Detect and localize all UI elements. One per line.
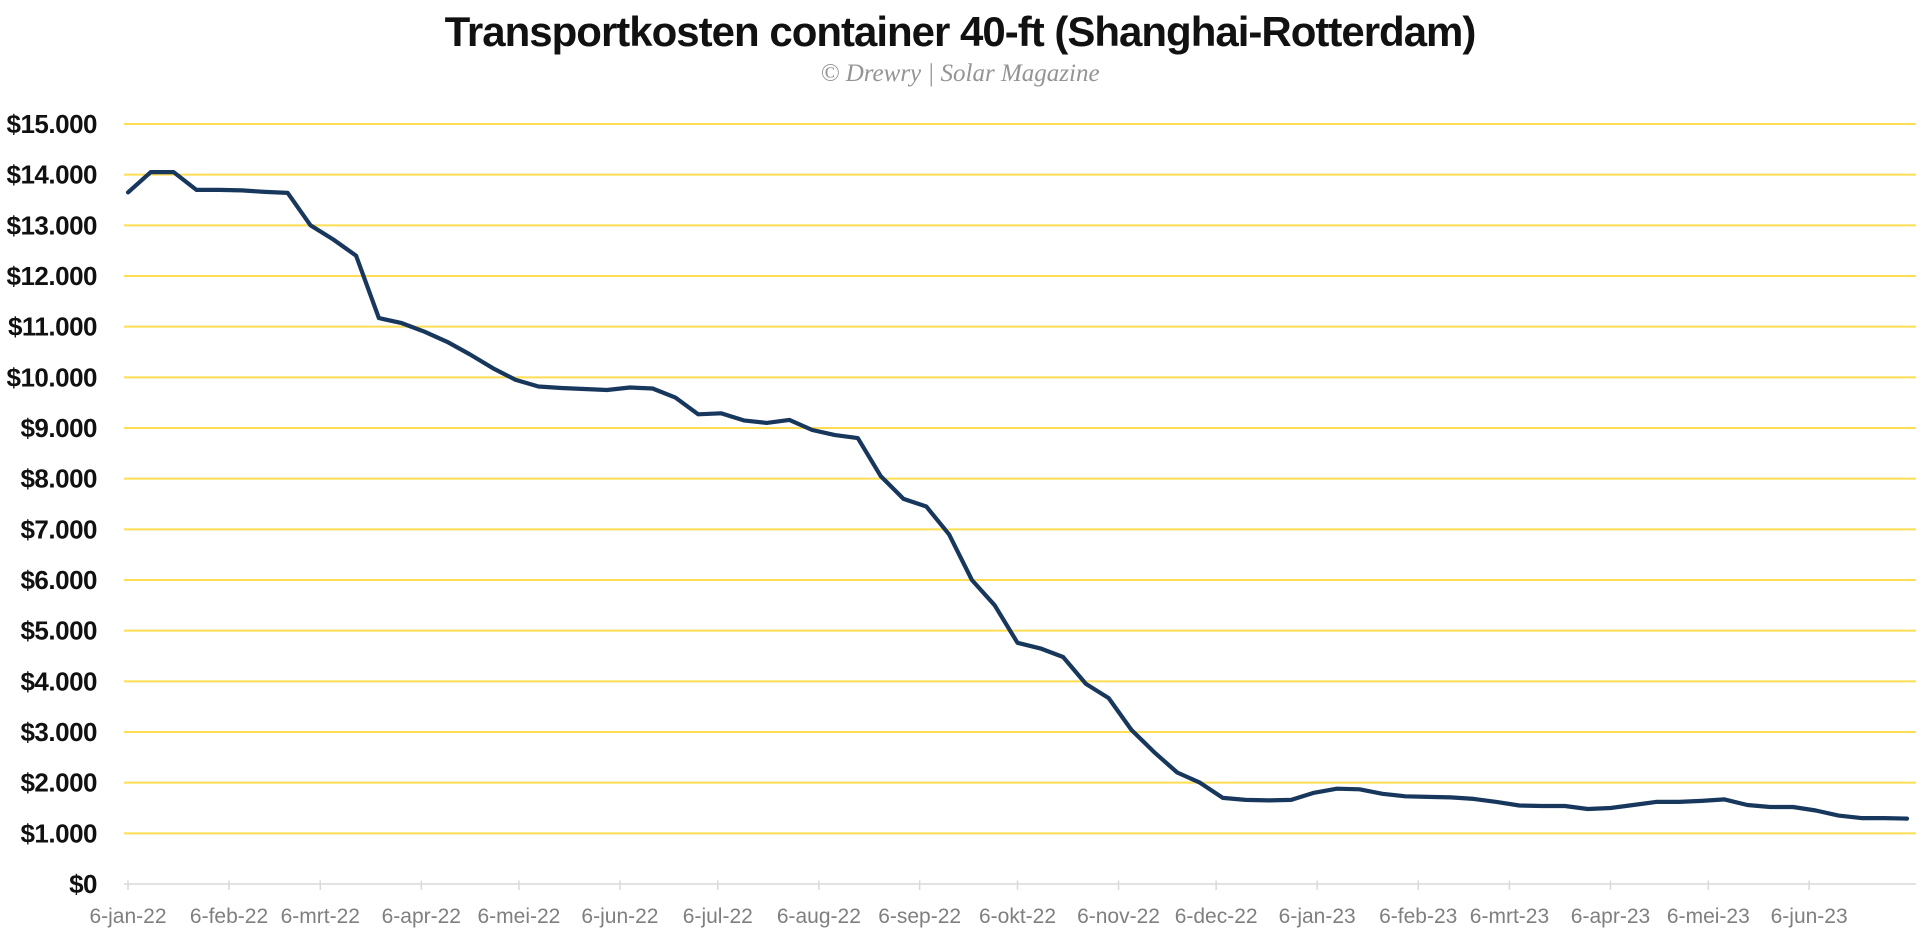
x-axis-label: 6-mrt-23	[1470, 905, 1549, 928]
y-axis-label: $0	[69, 869, 97, 899]
y-axis-label: $4.000	[20, 666, 97, 696]
y-axis-label: $2.000	[20, 768, 97, 798]
x-axis-label: 6-jun-22	[581, 905, 658, 928]
y-axis-label: $14.000	[7, 160, 98, 190]
y-axis-label: $13.000	[7, 210, 98, 240]
x-axis-label: 6-feb-23	[1379, 905, 1457, 928]
y-axis-label: $10.000	[7, 362, 98, 392]
x-axis-label: 6-apr-22	[382, 905, 461, 928]
x-axis-label: 6-jun-23	[1771, 905, 1848, 928]
y-axis-label: $15.000	[7, 109, 98, 139]
x-axis-label: 6-nov-22	[1077, 905, 1160, 928]
y-axis-label: $8.000	[20, 464, 97, 494]
y-axis-label: $5.000	[20, 616, 97, 646]
x-axis-label: 6-jan-22	[89, 905, 166, 928]
x-axis-label: 6-apr-23	[1571, 905, 1650, 928]
x-axis-label: 6-sep-22	[878, 905, 961, 928]
y-axis-label: $7.000	[20, 514, 97, 544]
x-axis-label: 6-mei-22	[477, 905, 560, 928]
x-axis-label: 6-jan-23	[1279, 905, 1356, 928]
y-axis-label: $11.000	[8, 312, 97, 342]
x-axis-label: 6-mrt-22	[281, 905, 360, 928]
x-axis-label: 6-aug-22	[777, 905, 861, 928]
x-axis-label: 6-okt-22	[979, 905, 1056, 928]
x-axis-label: 6-dec-22	[1175, 905, 1258, 928]
x-axis-label: 6-feb-22	[190, 905, 268, 928]
x-axis-label: 6-mei-23	[1667, 905, 1750, 928]
x-axis-label: 6-jul-22	[683, 905, 753, 928]
y-axis-label: $9.000	[20, 413, 97, 443]
y-axis-label: $6.000	[20, 565, 97, 595]
y-axis-label: $3.000	[20, 717, 97, 747]
y-axis-label: $12.000	[7, 261, 98, 291]
y-axis-label: $1.000	[20, 818, 97, 848]
price-line	[125, 170, 1910, 821]
